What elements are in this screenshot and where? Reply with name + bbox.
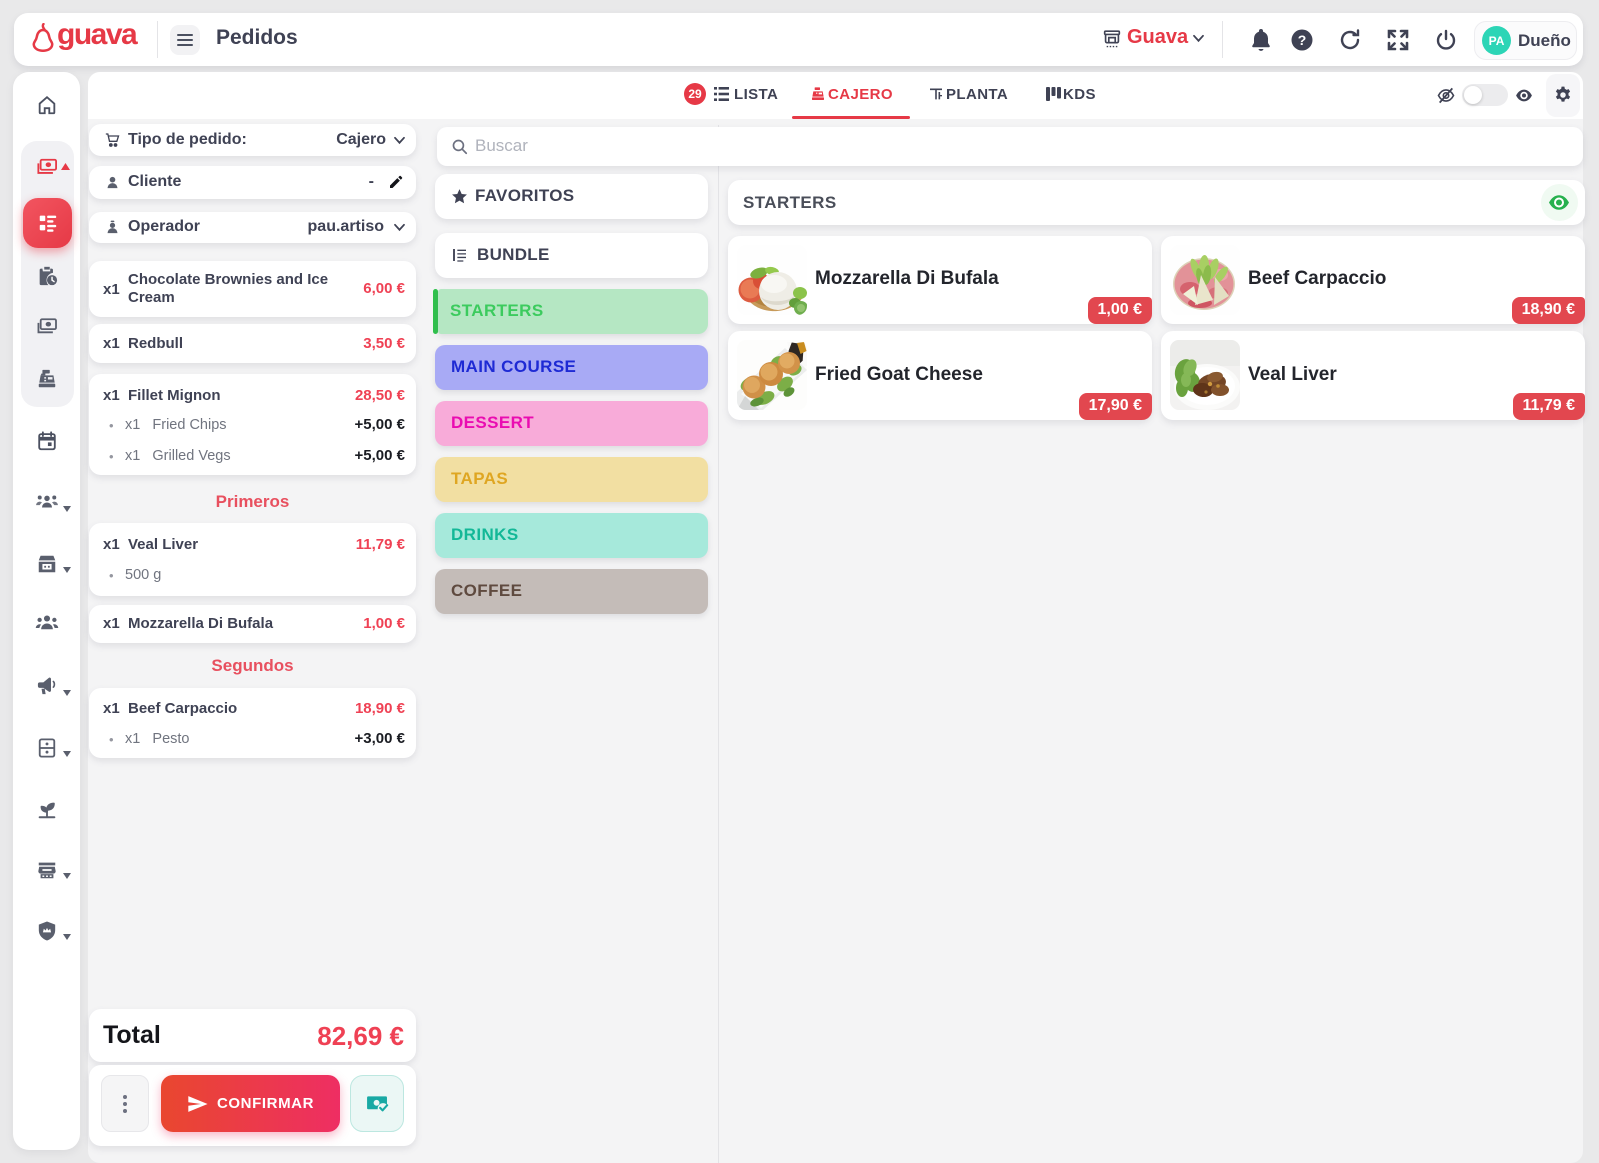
svg-text:?: ?	[1298, 32, 1307, 48]
